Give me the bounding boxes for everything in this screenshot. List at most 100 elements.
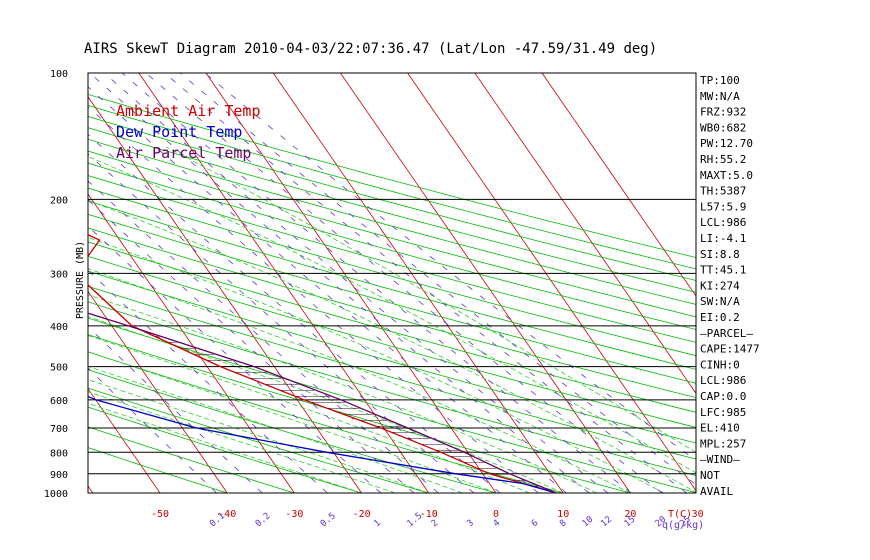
- series-line-dew-point-temp: [88, 395, 557, 493]
- bottom-temp-tick-label: -20: [353, 509, 371, 520]
- dry-adiabat-line: [88, 116, 696, 281]
- chart-title: AIRS SkewT Diagram 2010-04-03/22:07:36.4…: [84, 41, 657, 57]
- dry-adiabat-line: [88, 138, 696, 305]
- mixing-ratio-tick-label: 3: [465, 518, 476, 529]
- legend-entry: Air Parcel Temp: [116, 144, 251, 162]
- dry-adiabat-line: [88, 213, 696, 384]
- pressure-tick-label: 700: [50, 424, 68, 435]
- mixing-ratio-line: [164, 73, 687, 493]
- mixing-ratio-tick-label: 6: [530, 518, 541, 529]
- dry-adiabat-line: [88, 150, 696, 318]
- isotherm-line: [340, 73, 631, 493]
- mixing-ratio-tick-label: 8: [558, 518, 569, 529]
- stability-index-entry: RH:55.2: [700, 153, 746, 166]
- moist-adiabat-line: [166, 146, 696, 453]
- legend-entry: Ambient Air Temp: [116, 102, 261, 120]
- y-axis-label: PRESSURE (MB): [75, 241, 86, 319]
- moist-adiabat-line: [88, 335, 530, 493]
- pressure-tick-label: 800: [50, 448, 68, 459]
- stability-index-entry: LCL:986: [700, 374, 746, 387]
- bottom-temp-tick-label: -50: [151, 509, 169, 520]
- mixing-ratio-tick-label: 12: [599, 515, 614, 530]
- dry-adiabat-line: [88, 241, 696, 413]
- pressure-grid-layer: [87, 72, 697, 494]
- mixing-ratio-tick-label: 4: [492, 518, 503, 529]
- dry-adiabat-line: [88, 187, 696, 357]
- bottom-temp-tick-label: 10: [557, 509, 569, 520]
- isotherm-line: [541, 73, 696, 297]
- mixing-ratio-unit-label: q(g/kg): [662, 520, 704, 531]
- mixing-ratio-line: [88, 133, 501, 493]
- bottom-temp-unit-label: T(C): [668, 509, 692, 520]
- bottom-temp-tick-label: 0: [493, 509, 499, 520]
- dry-adiabat-line: [88, 175, 696, 343]
- stability-index-entry: CAPE:1477: [700, 343, 760, 356]
- mixing-ratio-line: [88, 153, 475, 493]
- stability-index-entry: TT:45.1: [700, 264, 746, 277]
- legend-entry: Dew Point Temp: [116, 123, 242, 141]
- bottom-temp-tick-label: 20: [624, 509, 636, 520]
- moist-adiabat-line: [88, 365, 463, 493]
- mixing-ratio-tick-label: 10: [581, 515, 596, 530]
- dry-adiabat-line: [88, 301, 696, 476]
- stability-index-entry: EL:410: [700, 422, 740, 435]
- pressure-tick-label: 200: [50, 195, 68, 206]
- pressure-tick-label: 900: [50, 470, 68, 481]
- stability-index-entry: KI:274: [700, 279, 740, 292]
- bottom-temp-tick-label: -30: [285, 509, 303, 520]
- dry-adiabat-line: [88, 406, 362, 493]
- plot-frame: [87, 72, 697, 494]
- stability-index-entry: MAXT:5.0: [700, 169, 753, 182]
- dry-adiabat-line: [88, 270, 696, 444]
- isotherm-line: [88, 96, 362, 493]
- dry-adiabat-line: [88, 387, 429, 493]
- bottom-temp-tick-label: -40: [218, 509, 236, 520]
- pressure-tick-label: 300: [50, 269, 68, 280]
- isotherm-line: [88, 193, 295, 493]
- stability-index-entry: FRZ:932: [700, 106, 746, 119]
- background-lines-layer: [0, 73, 696, 493]
- bottom-temp-tick-label: 30: [692, 509, 704, 520]
- pressure-tick-label: 600: [50, 396, 68, 407]
- isotherm-line: [0, 73, 26, 493]
- stability-index-entry: —PARCEL—: [700, 327, 753, 340]
- series-line-ambient-air-temp: [88, 234, 557, 493]
- stability-indices-panel: TP:100 MW:N/A FRZ:932 WB0:682 PW:12.70 RH:55.…: [700, 74, 760, 498]
- stability-index-entry: LCL:986: [700, 216, 746, 229]
- stability-index-entry: LI:-4.1: [700, 232, 746, 245]
- stability-index-entry: AVAIL: [700, 485, 733, 498]
- dry-adiabat-line: [88, 93, 696, 258]
- dry-adiabat-line: [88, 426, 295, 493]
- isotherm-line: [474, 73, 696, 395]
- axis-labels-layer: 1002003004005006007008009001000-120-110-…: [44, 69, 704, 530]
- stability-index-entry: TH:5387: [700, 185, 746, 198]
- dry-adiabat-line: [88, 351, 564, 493]
- mixing-ratio-line: [121, 73, 632, 493]
- moist-adiabat-line: [88, 294, 597, 493]
- stability-index-entry: SW:N/A: [700, 295, 740, 308]
- dry-adiabat-line: [88, 162, 696, 330]
- moist-adiabat-line: [88, 199, 696, 493]
- stability-index-entry: WB0:682: [700, 121, 746, 134]
- cape-hatched-area: [141, 330, 557, 493]
- bottom-temp-tick-label: -10: [420, 509, 438, 520]
- stability-index-entry: NOT: [700, 469, 720, 482]
- dry-adiabat-line: [88, 104, 696, 270]
- stability-index-entry: MW:N/A: [700, 90, 740, 103]
- mixing-ratio-tick-label: 2: [430, 518, 441, 529]
- series-layer: [88, 234, 557, 493]
- mixing-ratio-line: [145, 73, 663, 493]
- stability-index-entry: EI:0.2: [700, 311, 740, 324]
- cape-area-layer: [141, 330, 557, 493]
- dry-adiabat-line: [88, 255, 696, 428]
- pressure-tick-label: 1000: [44, 489, 68, 500]
- moist-adiabat-line: [88, 391, 396, 493]
- dry-adiabat-line: [88, 200, 696, 370]
- stability-index-entry: —WIND—: [700, 453, 740, 466]
- dry-adiabat-line: [88, 285, 696, 460]
- isotherm-line: [205, 73, 497, 493]
- dry-adiabat-line: [88, 334, 631, 493]
- pressure-tick-label: 100: [50, 69, 68, 80]
- mixing-ratio-line: [179, 73, 696, 486]
- mixing-ratio-tick-label: 0.2: [254, 511, 273, 529]
